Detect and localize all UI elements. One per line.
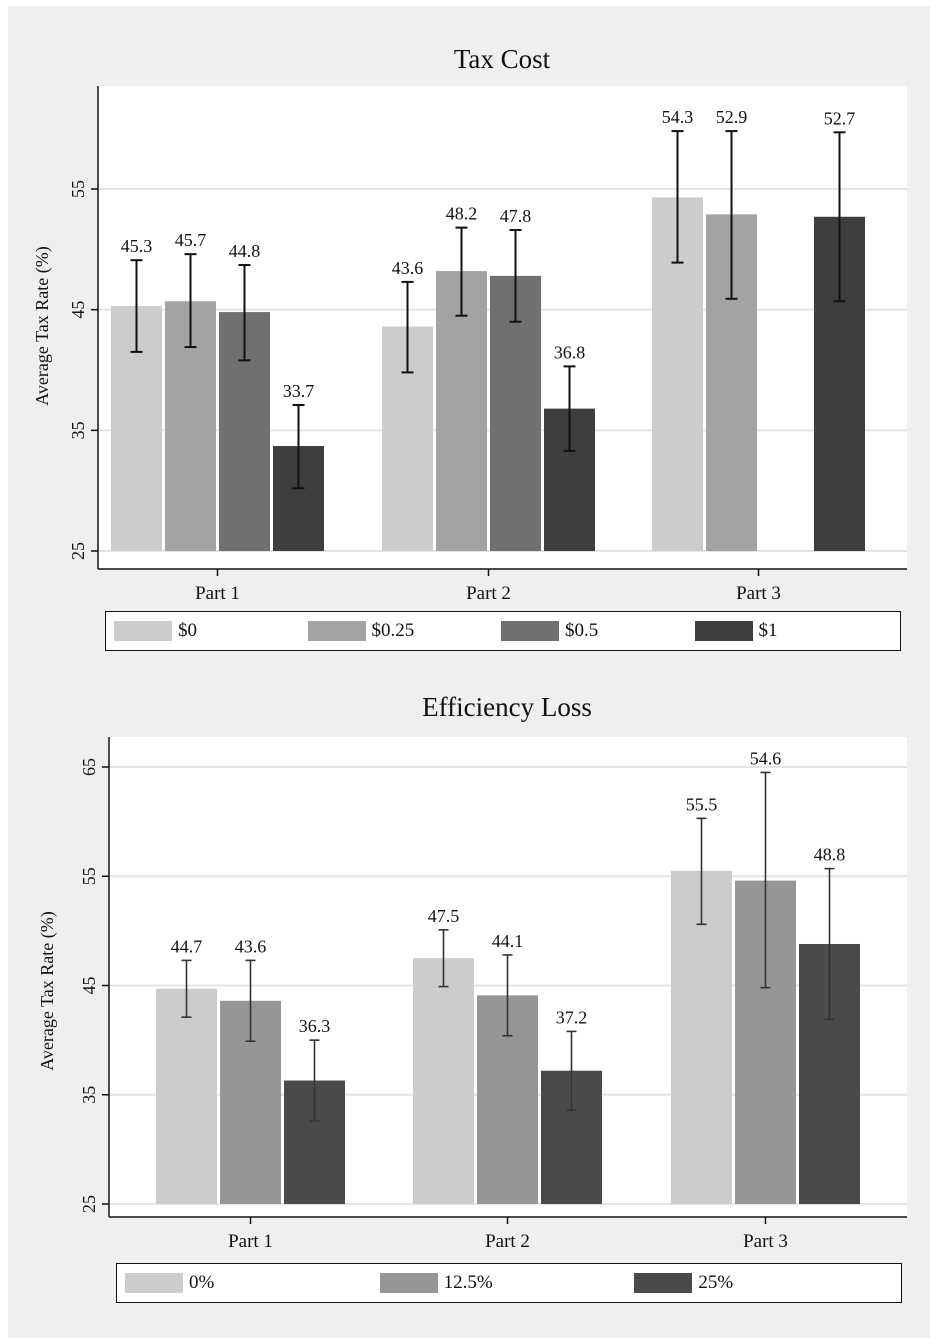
data-label: 52.9 (716, 107, 748, 127)
y-tick-label: 55 (79, 867, 99, 885)
data-label: 43.6 (392, 258, 424, 278)
legend-label: $0.5 (565, 620, 599, 641)
legend-item: $1 (694, 620, 778, 642)
y-tick-label: 25 (68, 542, 88, 560)
x-ticks-tax-cost: Part 1 Part 2 Part 3 (195, 569, 781, 604)
y-tick-label: 25 (79, 1195, 99, 1213)
legend-label: $1 (758, 620, 778, 641)
data-label: 45.3 (121, 236, 153, 256)
legend-item: 12.5% (379, 1272, 493, 1294)
legend-label: 25% (698, 1272, 734, 1293)
data-label: 43.6 (235, 936, 267, 956)
data-label: 47.5 (428, 906, 460, 926)
data-label: 54.3 (662, 107, 694, 127)
x-ticks-efficiency-loss: Part 1 Part 2 Part 3 (228, 1217, 788, 1252)
y-axis-label-efficiency-loss: Average Tax Rate (%) (37, 911, 58, 1071)
y-tick-label: 55 (68, 180, 88, 198)
y-tick-label: 35 (68, 421, 88, 439)
x-tick-label: Part 2 (485, 1231, 530, 1252)
legend-item: 0% (125, 1272, 214, 1294)
bar (413, 958, 474, 1204)
legend-swatch (379, 1273, 438, 1293)
x-tick-label: Part 3 (736, 583, 781, 604)
bar (671, 870, 732, 1204)
data-label: 47.8 (500, 206, 532, 226)
charts-canvas: Tax Cost 45.3 45.7 44.8 33.7 43.6 48.2 47.8 36.… (32, 44, 907, 1252)
legend-label: 12.5% (443, 1272, 493, 1293)
legend-item: $0.25 (307, 620, 415, 642)
y-ticks-efficiency-loss: 25 35 45 55 65 (79, 758, 109, 1213)
bar (156, 988, 217, 1204)
legend-item: $0 (114, 620, 197, 642)
legend-swatch (307, 621, 366, 641)
data-label: 44.8 (229, 241, 261, 261)
data-label: 33.7 (283, 381, 315, 401)
data-label: 55.5 (686, 794, 718, 814)
data-label: 44.1 (492, 931, 524, 951)
data-label: 44.7 (171, 936, 203, 956)
data-label: 36.8 (554, 342, 586, 362)
x-tick-label: Part 2 (466, 583, 511, 604)
y-tick-label: 45 (68, 301, 88, 319)
legend-label: 0% (189, 1272, 215, 1293)
data-label: 37.2 (556, 1007, 588, 1027)
y-tick-label: 45 (79, 977, 99, 995)
legend-label: $0.25 (371, 620, 415, 641)
chart-title-efficiency-loss: Efficiency Loss (422, 692, 592, 722)
x-tick-label: Part 1 (195, 583, 240, 604)
legend-swatch (694, 621, 753, 641)
chart-title-tax-cost: Tax Cost (454, 44, 551, 74)
legend-item: $0.5 (501, 620, 598, 642)
data-label: 52.7 (824, 108, 856, 128)
y-tick-label: 35 (79, 1086, 99, 1104)
data-label: 36.3 (299, 1016, 331, 1036)
legend-swatch (501, 621, 559, 641)
legend-swatch (114, 621, 172, 641)
data-label: 48.2 (446, 204, 478, 224)
legend-label: $0 (178, 620, 197, 641)
bars-tax-cost: 45.3 45.7 44.8 33.7 43.6 48.2 47.8 36.8 54.3 52.9… (111, 107, 865, 552)
y-tick-label: 65 (79, 758, 99, 776)
x-tick-label: Part 1 (228, 1231, 273, 1252)
data-label: 54.6 (750, 748, 782, 768)
figure-frame: Tax Cost 45.3 45.7 44.8 33.7 43.6 48.2 47.8 36.… (8, 6, 930, 1338)
legend-swatch (634, 1273, 693, 1293)
legend-efficiency-loss: 0% 12.5% 25% (116, 1263, 902, 1303)
y-ticks-tax-cost: 25 35 45 55 (68, 180, 98, 560)
data-label: 45.7 (175, 230, 207, 250)
legend-tax-cost: $0 $0.25 $0.5 $1 (105, 611, 901, 651)
bar (436, 271, 487, 551)
legend-item: 25% (634, 1272, 733, 1294)
y-axis-label-tax-cost: Average Tax Rate (%) (32, 246, 53, 406)
legend-swatch (125, 1273, 183, 1293)
bars-efficiency-loss: 44.7 43.6 36.3 47.5 44.1 37.2 55.5 54.6 48.8 (156, 748, 860, 1204)
x-tick-label: Part 3 (743, 1231, 788, 1252)
data-label: 48.8 (814, 845, 846, 865)
